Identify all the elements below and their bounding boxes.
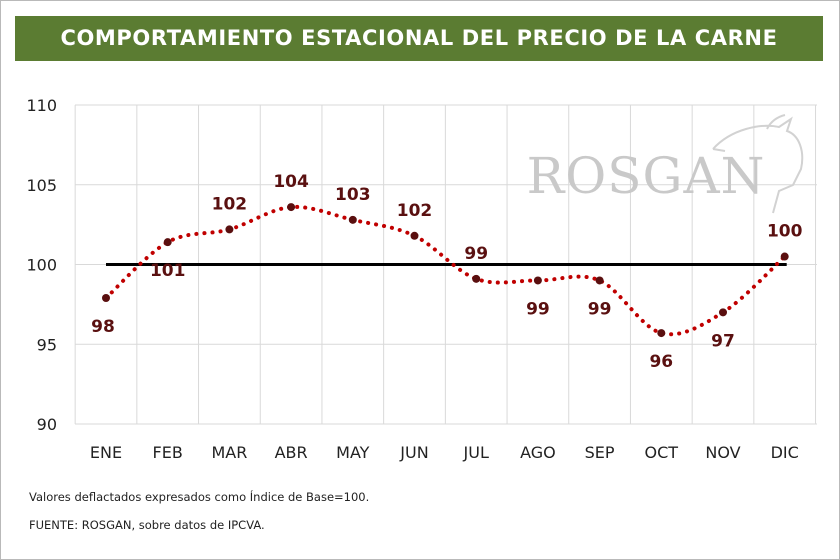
footnote-source: FUENTE: ROSGAN, sobre datos de IPCVA. (29, 518, 265, 532)
data-point (472, 274, 481, 283)
data-point (719, 308, 727, 317)
chart-title: COMPORTAMIENTO ESTACIONAL DEL PRECIO DE … (15, 16, 823, 61)
x-tick-label: NOV (705, 443, 740, 462)
y-tick-label: 95 (37, 335, 57, 354)
x-tick-label: JUL (463, 443, 489, 462)
x-tick-label: DIC (771, 443, 799, 462)
data-label: 99 (526, 299, 550, 319)
data-point (163, 238, 172, 247)
y-tick-label: 90 (37, 415, 57, 434)
x-tick-label: SEP (585, 443, 615, 462)
x-tick-label: JUN (399, 443, 428, 462)
x-tick-label: MAR (211, 443, 247, 462)
watermark-logo: ROSGAN (527, 147, 766, 205)
data-point (287, 203, 296, 212)
data-point (533, 276, 542, 285)
x-tick-label: FEB (153, 443, 183, 462)
data-label: 99 (464, 244, 488, 264)
data-label: 98 (91, 317, 115, 337)
data-label: 102 (397, 201, 433, 221)
data-label: 99 (588, 299, 612, 319)
series-line (104, 204, 787, 337)
data-point (595, 276, 604, 285)
data-point (410, 231, 419, 240)
y-tick-label: 110 (26, 96, 57, 115)
x-tick-label: MAY (336, 443, 370, 462)
data-point (225, 225, 234, 234)
footnote-values: Valores deflactados expresados como Índi… (29, 490, 370, 504)
bull-watermark-icon (712, 114, 804, 214)
x-tick-label: ABR (275, 443, 308, 462)
data-label: 101 (150, 261, 186, 281)
data-label: 97 (711, 331, 735, 351)
y-tick-label: 100 (26, 256, 57, 275)
x-tick-label: ENE (90, 443, 122, 462)
data-point (348, 215, 357, 224)
data-point (657, 329, 666, 338)
data-point (780, 252, 789, 261)
data-label: 100 (767, 222, 803, 242)
line-chart: ROSGAN 90 95 100 105 110 ENE FEB MAR ABR MAY JUN JU… (26, 96, 817, 462)
data-label: 96 (649, 352, 673, 372)
x-tick-label: AGO (520, 443, 556, 462)
data-label: 104 (273, 172, 309, 192)
y-tick-label: 105 (26, 176, 57, 195)
data-label: 102 (212, 194, 248, 214)
x-tick-label: OCT (645, 443, 679, 462)
data-point (102, 293, 110, 302)
data-label: 103 (335, 185, 371, 205)
